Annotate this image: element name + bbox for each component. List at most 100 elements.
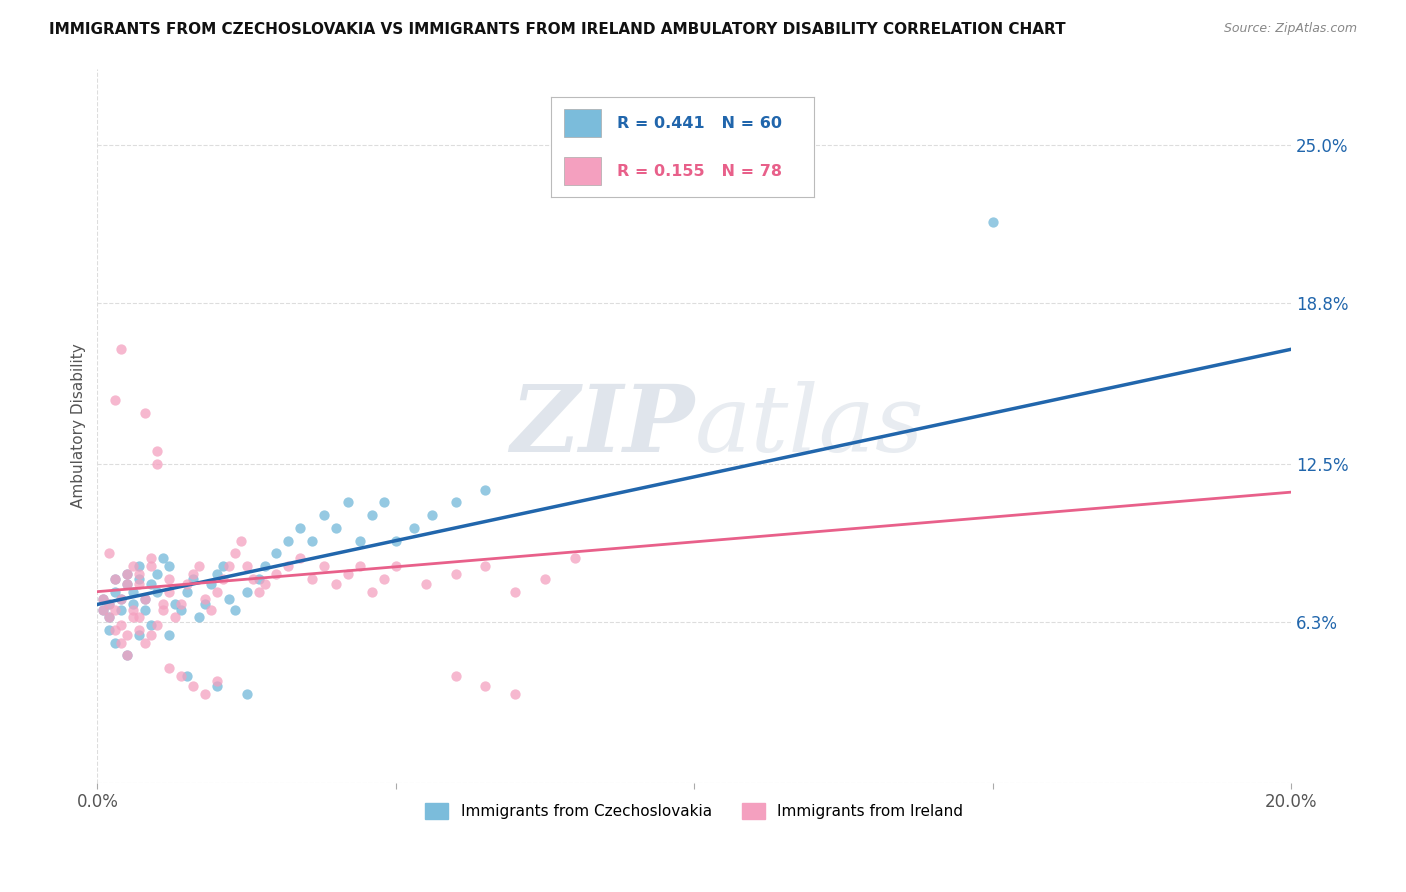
Point xyxy=(444,495,467,509)
Point xyxy=(115,648,138,663)
Legend: Immigrants from Czechoslovakia, Immigrants from Ireland: Immigrants from Czechoslovakia, Immigran… xyxy=(419,797,969,825)
Y-axis label: Ambulatory Disability: Ambulatory Disability xyxy=(72,343,86,508)
Point xyxy=(157,628,180,642)
Point xyxy=(139,551,162,566)
Point xyxy=(176,577,198,591)
Point xyxy=(385,559,408,574)
Point xyxy=(115,628,138,642)
Point xyxy=(163,598,186,612)
Point xyxy=(564,551,586,566)
Point xyxy=(534,572,557,586)
Point xyxy=(128,577,150,591)
Point xyxy=(194,598,217,612)
Point xyxy=(385,533,408,548)
Point xyxy=(224,602,246,616)
Point xyxy=(176,669,198,683)
Point xyxy=(235,559,257,574)
Point xyxy=(128,628,150,642)
Point xyxy=(163,610,186,624)
Point xyxy=(187,559,209,574)
Point xyxy=(211,559,233,574)
Text: ZIP: ZIP xyxy=(510,381,695,471)
Point xyxy=(104,393,127,408)
Point xyxy=(194,592,217,607)
Point xyxy=(152,598,174,612)
Point xyxy=(211,572,233,586)
Point xyxy=(122,559,145,574)
Point xyxy=(253,559,276,574)
Point xyxy=(170,602,193,616)
Point xyxy=(110,602,132,616)
Point xyxy=(104,572,127,586)
Point xyxy=(181,679,204,693)
Point xyxy=(122,584,145,599)
Point xyxy=(134,592,156,607)
Point xyxy=(290,551,312,566)
Point xyxy=(110,592,132,607)
Point xyxy=(253,577,276,591)
Point xyxy=(115,577,138,591)
Point xyxy=(218,592,240,607)
Point xyxy=(91,592,114,607)
Point xyxy=(122,598,145,612)
Point xyxy=(314,559,336,574)
Point xyxy=(134,406,156,420)
Point xyxy=(235,584,257,599)
Point xyxy=(110,636,132,650)
Point xyxy=(247,572,270,586)
Point xyxy=(157,584,180,599)
Point xyxy=(503,687,526,701)
Point xyxy=(325,521,347,535)
Point xyxy=(205,584,228,599)
Point xyxy=(277,559,299,574)
Point xyxy=(104,602,127,616)
Point xyxy=(122,610,145,624)
Point xyxy=(402,521,425,535)
Point xyxy=(420,508,443,522)
Text: Source: ZipAtlas.com: Source: ZipAtlas.com xyxy=(1223,22,1357,36)
Point xyxy=(176,584,198,599)
Point xyxy=(205,673,228,688)
Point xyxy=(349,559,371,574)
Point xyxy=(104,572,127,586)
Point xyxy=(205,679,228,693)
Point xyxy=(301,533,323,548)
Point xyxy=(139,628,162,642)
Point xyxy=(128,572,150,586)
Point xyxy=(266,546,288,560)
Point xyxy=(98,546,121,560)
Point xyxy=(290,521,312,535)
Point xyxy=(128,566,150,581)
Point xyxy=(181,572,204,586)
Point xyxy=(139,559,162,574)
Point xyxy=(98,598,121,612)
Point xyxy=(110,343,132,357)
Point xyxy=(503,584,526,599)
Point xyxy=(139,577,162,591)
Point xyxy=(146,584,169,599)
Point xyxy=(361,508,384,522)
Point xyxy=(157,572,180,586)
Point xyxy=(115,566,138,581)
Point xyxy=(115,648,138,663)
Point xyxy=(152,551,174,566)
Point xyxy=(98,598,121,612)
Point xyxy=(277,533,299,548)
Point xyxy=(91,602,114,616)
Point xyxy=(134,592,156,607)
Point xyxy=(247,584,270,599)
Point xyxy=(146,457,169,471)
Point xyxy=(474,483,496,497)
Point xyxy=(373,495,395,509)
Point xyxy=(146,566,169,581)
Point xyxy=(104,636,127,650)
Point xyxy=(115,577,138,591)
Point xyxy=(444,566,467,581)
Point xyxy=(170,598,193,612)
Point xyxy=(205,566,228,581)
Point xyxy=(314,508,336,522)
Point xyxy=(128,623,150,637)
Point xyxy=(325,577,347,591)
Point xyxy=(474,679,496,693)
Point xyxy=(218,559,240,574)
